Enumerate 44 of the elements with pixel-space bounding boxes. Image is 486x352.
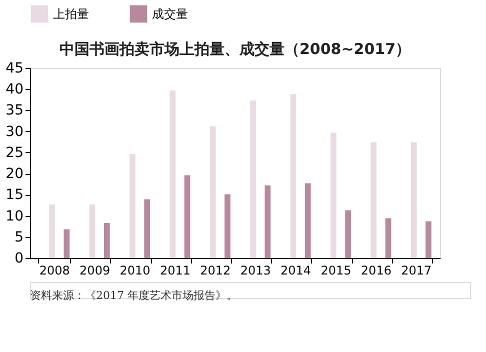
- x-tick-label: 2008: [39, 264, 70, 278]
- bar: [49, 204, 55, 258]
- bar: [89, 204, 96, 258]
- bar: [64, 229, 70, 258]
- bar: [385, 218, 392, 258]
- y-tick-label: 15: [6, 187, 24, 204]
- x-tick-label: 2017: [401, 264, 432, 278]
- bar: [370, 142, 377, 258]
- chart-title: 中国书画拍卖市场上拍量、成交量（2008~2017）: [59, 40, 411, 58]
- bar: [250, 100, 256, 258]
- text: 资料来源：《2017 年度艺术市场报告》。: [30, 289, 238, 302]
- y-tick-label: 40: [6, 82, 24, 98]
- y-tick-label: 35: [6, 102, 24, 119]
- x-tick-label: 2010: [120, 264, 150, 278]
- bar: [144, 199, 150, 258]
- y-tick-label: 5: [14, 229, 24, 246]
- y-tick-label: 45: [6, 60, 24, 76]
- x-tick-label: 2009: [80, 264, 110, 278]
- bar: [104, 222, 110, 258]
- bar: [184, 175, 190, 258]
- x-tick-label: 2013: [240, 264, 271, 278]
- x-tick-label: 2015: [320, 264, 352, 278]
- x-tick-label: 2016: [360, 264, 392, 278]
- bar: [304, 183, 311, 258]
- legend-label: 上拍量: [53, 6, 89, 21]
- bar: [410, 142, 417, 258]
- bar: [170, 90, 176, 258]
- x-tick-label: 2012: [200, 264, 231, 278]
- bar: [210, 126, 216, 258]
- bar: [290, 94, 296, 258]
- y-tick-label: 10: [6, 208, 24, 224]
- x-tick-label: 2011: [160, 264, 190, 278]
- bar: [130, 154, 136, 258]
- x-tick-label: 2014: [280, 264, 312, 278]
- bar: [345, 210, 351, 258]
- bar: [330, 132, 336, 258]
- legend-label: 成交量: [152, 6, 188, 21]
- bar: [224, 194, 230, 258]
- bar: [264, 185, 271, 258]
- y-tick-label: 30: [6, 124, 24, 140]
- bar: [426, 221, 432, 258]
- y-tick-label: 0: [14, 250, 24, 266]
- y-tick-label: 25: [6, 144, 24, 161]
- y-tick-label: 20: [6, 166, 24, 182]
